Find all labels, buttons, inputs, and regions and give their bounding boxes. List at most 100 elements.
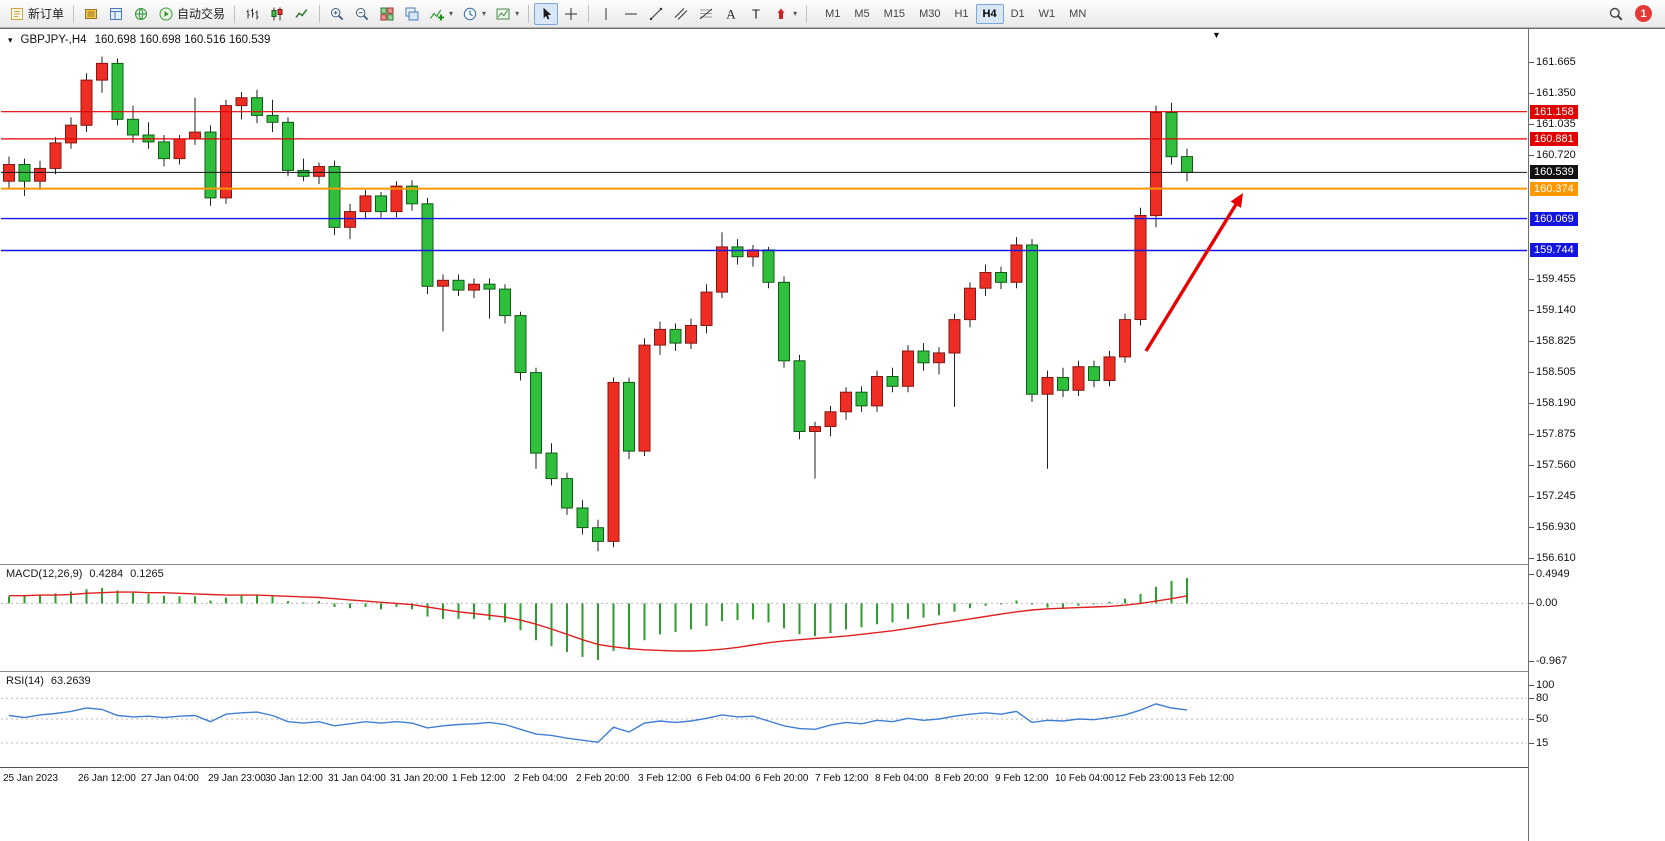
candle-body	[483, 283, 496, 290]
time-label: 13 Feb 12:00	[1175, 773, 1234, 784]
macd-signal-line	[9, 591, 1188, 652]
candle-body	[731, 246, 744, 258]
timeframe-mn-button[interactable]: MN	[1069, 7, 1087, 20]
timeframe-d1-button[interactable]: D1	[1010, 7, 1025, 20]
timeframe-w1-button[interactable]: W1	[1038, 7, 1056, 20]
candle-body	[499, 288, 511, 317]
candle-body	[1088, 366, 1100, 381]
search-icon	[1608, 6, 1624, 22]
timeframe-m15-button[interactable]: M15	[883, 7, 906, 20]
price-chart-canvas[interactable]	[1, 31, 1527, 563]
rsi-label: RSI(14)	[6, 675, 44, 687]
candle-body	[406, 185, 418, 205]
panel-splitter[interactable]	[0, 671, 1665, 672]
bars-icon	[244, 6, 260, 22]
time-label: 2 Feb 20:00	[576, 773, 630, 784]
search-button[interactable]	[1604, 3, 1628, 25]
timeframe-m30-button[interactable]: M30	[919, 7, 941, 20]
candle-body	[421, 203, 434, 287]
zoom-out-button[interactable]	[350, 3, 374, 25]
timeframe-group: M1 M5 M15 M30 H1 H4 D1 W1 MN	[818, 3, 1093, 24]
channel-button[interactable]	[669, 3, 693, 25]
text-label-button[interactable]: T	[744, 3, 768, 25]
arrows-button[interactable]: ▾	[769, 3, 801, 25]
time-label: 31 Jan 20:00	[390, 773, 448, 784]
candlestick-chart-button[interactable]	[265, 3, 289, 25]
channel-icon	[673, 6, 689, 22]
fibonacci-button[interactable]	[694, 3, 718, 25]
candle-body	[545, 452, 558, 480]
chevron-down-icon: ▾	[793, 9, 798, 18]
vline-icon	[598, 6, 614, 22]
candle-body	[266, 114, 279, 123]
candle-body	[328, 166, 341, 228]
time-label: 2 Feb 04:00	[514, 773, 568, 784]
price-label: 158.190	[1529, 397, 1576, 409]
time-label: 7 Feb 12:00	[815, 773, 869, 784]
indicators-button[interactable]: ▾	[425, 3, 457, 25]
timeframe-m1-button[interactable]: M1	[825, 7, 841, 20]
rsi-canvas[interactable]	[1, 673, 1527, 767]
tile-windows-icon	[379, 6, 395, 22]
autotrading-button-label: 自动交易	[177, 7, 226, 21]
price-label: 156.610	[1529, 552, 1576, 564]
rsi-scale-label: 80	[1528, 692, 1549, 704]
price-label: 161.350	[1529, 87, 1576, 99]
candle-body	[576, 507, 589, 529]
timeframe-m5-button[interactable]: M5	[854, 7, 870, 20]
text-icon: A	[723, 6, 739, 22]
line-chart-icon	[294, 6, 310, 22]
macd-canvas[interactable]	[1, 566, 1527, 670]
candles-icon	[269, 6, 285, 22]
candle-body	[437, 279, 449, 287]
autotrading-button[interactable]: 自动交易	[154, 3, 229, 25]
time-axis-border	[0, 767, 1665, 768]
price-label: 157.875	[1529, 428, 1576, 440]
arrange-windows-button[interactable]	[400, 3, 424, 25]
navigator-button[interactable]	[129, 3, 153, 25]
new-order-button[interactable]: 新订单	[5, 3, 68, 25]
line-chart-button[interactable]	[290, 3, 314, 25]
rsi-scale-label: 100	[1528, 679, 1555, 691]
text-button[interactable]: A	[719, 3, 743, 25]
toolbar: 新订单 自动交易 ▾ ▾ ▾ A T ▾ M1 M5 M15 M30 H1 H4 D1 W1 MN 1	[0, 0, 1665, 28]
trendline-button[interactable]	[644, 3, 668, 25]
timeframe-h1-button[interactable]: H1	[954, 7, 969, 20]
candle-body	[65, 124, 77, 144]
trend-arrow[interactable]	[1144, 193, 1243, 352]
tile-windows-button[interactable]	[375, 3, 399, 25]
templates-button[interactable]: ▾	[491, 3, 523, 25]
candle-body	[778, 281, 790, 362]
time-label: 9 Feb 12:00	[995, 773, 1049, 784]
time-axis[interactable]: 25 Jan 2023 26 Jan 12:00 27 Jan 04:00 29 Ja…	[0, 771, 1528, 789]
zoom-in-button[interactable]	[325, 3, 349, 25]
candle-body	[638, 344, 651, 452]
macd-title: MACD(12,26,9) 0.4284 0.1265	[6, 568, 164, 580]
periods-button[interactable]: ▾	[458, 3, 490, 25]
market-watch-button[interactable]	[79, 3, 103, 25]
time-label: 3 Feb 12:00	[638, 773, 692, 784]
cursor-button[interactable]	[534, 2, 559, 25]
notification-badge[interactable]: 1	[1635, 5, 1652, 22]
panel-splitter[interactable]	[0, 564, 1665, 565]
price-label: 159.140	[1529, 304, 1576, 316]
macd-value-main: 0.4284	[89, 568, 124, 580]
toolbar-separator	[319, 4, 321, 23]
cursor-icon	[538, 6, 554, 22]
candle-body	[514, 315, 527, 374]
horizontal-line-button[interactable]	[619, 3, 643, 25]
macd-scale-label: -0.967	[1528, 655, 1568, 667]
price-scale[interactable]: 161.665 161.350 161.035 160.720 159.455 159.1…	[1528, 29, 1665, 841]
autotrading-icon	[158, 6, 174, 22]
templates-icon	[495, 6, 511, 22]
vertical-line-button[interactable]	[594, 3, 618, 25]
one-click-expand-icon[interactable]: ▾	[8, 34, 13, 45]
data-window-button[interactable]	[104, 3, 128, 25]
crosshair-button[interactable]	[559, 3, 583, 25]
bar-chart-button[interactable]	[240, 3, 264, 25]
candle-body	[158, 141, 170, 160]
chart-window: ▾ GBPJPY-,H4 160.698 160.698 160.516 160…	[0, 28, 1665, 841]
timeframe-h4-button[interactable]: H4	[975, 3, 1004, 24]
chart-shift-marker[interactable]: ▼	[1212, 30, 1221, 40]
arrows-icon	[773, 6, 789, 22]
